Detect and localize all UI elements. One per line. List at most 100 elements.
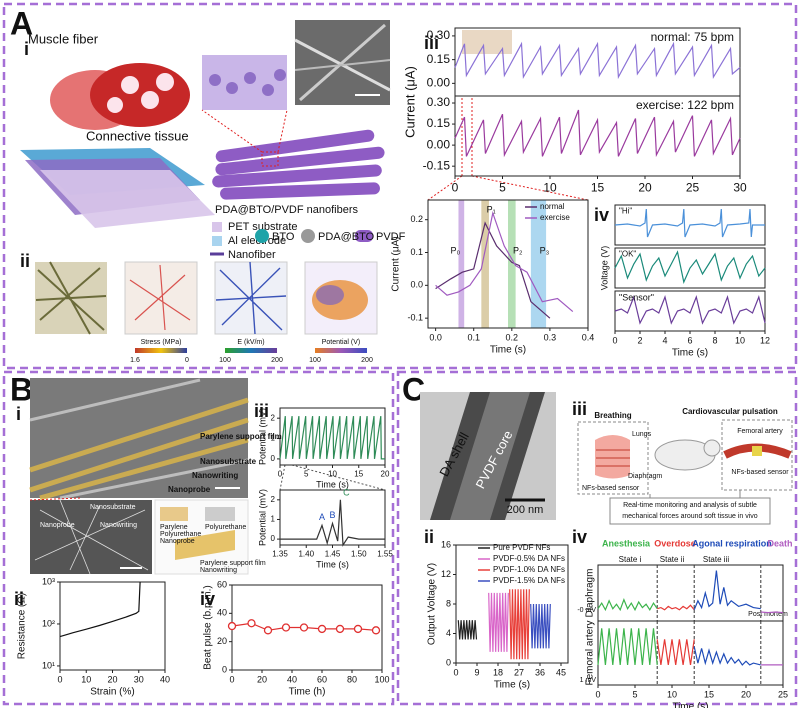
simulation-images	[35, 261, 378, 353]
label: Polyurethane	[205, 524, 246, 531]
y-tick-label: 2	[271, 413, 276, 422]
subpanel-label: ii	[424, 527, 434, 547]
x-tick-label: 5	[499, 181, 506, 195]
x-tick-label: 80	[347, 675, 357, 685]
y-tick-label: -0.1	[407, 313, 423, 323]
label: Nanowriting	[192, 471, 238, 480]
series-line	[693, 646, 761, 666]
panel-border	[396, 370, 798, 706]
x-tick-label: 1.45	[325, 550, 341, 559]
point	[371, 626, 381, 635]
series-line	[454, 41, 741, 80]
series-line	[457, 620, 478, 640]
subpanel-label: i	[16, 404, 21, 424]
caption: Real-time monitoring and analysis of sub…	[623, 502, 757, 509]
y-tick-label: 0.1	[410, 247, 423, 257]
legend-swatch	[212, 236, 222, 246]
x-tick-label: 9	[474, 668, 479, 678]
point	[335, 624, 345, 634]
annotation: normal: 75 bpm	[651, 30, 734, 44]
x-axis-label: Time (s)	[494, 680, 530, 691]
state-label: State ii	[660, 555, 685, 564]
y-tick-label: 2	[271, 495, 276, 504]
y-axis-label: Beat pulse (b.p.m.)	[203, 585, 214, 669]
colorbar-tick: 200	[271, 357, 283, 364]
label: Muscle fiber	[28, 31, 99, 46]
panel-label: C	[402, 371, 425, 407]
zoom-line	[427, 175, 463, 201]
y-tick-label: 0	[222, 664, 227, 674]
subpanel-label: iv	[594, 205, 609, 225]
label: Diaphragm	[628, 473, 662, 480]
band-label: P₂	[513, 246, 523, 256]
band	[458, 200, 465, 328]
subpanel-label: iv	[572, 527, 587, 547]
panel-border	[2, 370, 395, 706]
y-axis-label: Diaphragm	[585, 569, 596, 618]
y-tick-label: 4	[446, 628, 451, 638]
y-tick-label: 0.30	[427, 28, 451, 42]
point	[263, 626, 273, 635]
phase-label: Agonal respiration	[692, 538, 772, 548]
x-tick-label: 0	[229, 675, 234, 685]
peak-label: A	[319, 512, 325, 522]
zoom-line	[291, 464, 386, 491]
series-line	[614, 250, 766, 284]
x-tick-label: 25	[686, 181, 700, 195]
y-axis-label: Potential (mV)	[257, 408, 267, 465]
legend-label: exercise	[540, 213, 570, 222]
y-tick-label: 0.00	[427, 76, 451, 90]
subpanel-label: iii	[424, 33, 439, 53]
y-tick-label: 0	[271, 454, 276, 463]
y-axis-label: Potential (mV)	[257, 489, 267, 546]
x-tick-label: 30	[134, 675, 144, 685]
label: Parylene support film	[200, 560, 266, 567]
x-tick-label: 8	[712, 336, 717, 346]
series-line	[435, 210, 574, 313]
label: NFs-based sensor	[582, 485, 640, 492]
y-axis-label: Current (μA)	[391, 236, 402, 291]
phase-label: Overdose	[654, 538, 696, 548]
panel-border	[2, 2, 798, 370]
x-tick-label: 1.35	[272, 550, 288, 559]
icon	[255, 229, 269, 243]
icon	[355, 230, 373, 242]
scale-label: 1 mV	[580, 677, 597, 684]
x-tick-label: 1.40	[298, 550, 314, 559]
annotation: "OK"	[619, 250, 636, 259]
label: Nanosubstrate	[200, 457, 257, 466]
x-axis-label: Time (s)	[316, 559, 349, 569]
label: PDA@BTO/PVDF nanofibers	[215, 204, 359, 216]
x-axis-label: Time (s)	[490, 345, 526, 356]
caption: mechanical forces around soft tissue in …	[622, 513, 758, 520]
series-line	[454, 109, 741, 158]
y-tick-label: 0.15	[427, 116, 451, 130]
colorbar-title: E (kV/m)	[237, 339, 264, 346]
zoom-line	[279, 464, 286, 491]
y-tick-label: -0.15	[423, 158, 451, 172]
y-tick-label: 0.15	[427, 52, 451, 66]
y-tick-label: 8	[446, 598, 451, 608]
label: Polyurethane	[160, 531, 201, 538]
x-tick-label: 10	[667, 690, 677, 700]
x-tick-label: 0.2	[506, 333, 519, 343]
plot-frame	[427, 199, 589, 329]
y-tick-label: 10³	[42, 576, 55, 586]
series-line	[760, 611, 784, 614]
icon	[301, 229, 315, 243]
schematic	[577, 419, 793, 525]
point	[281, 623, 291, 632]
x-tick-label: 1.50	[351, 550, 367, 559]
series-line	[530, 603, 551, 649]
plot-frame	[597, 620, 784, 686]
label: Cardiovascular pulsation	[682, 407, 778, 416]
colorbar-title: Potential (V)	[322, 339, 361, 346]
nanofiber-illustration	[201, 20, 391, 200]
point	[227, 621, 237, 631]
y-tick-label: 0	[446, 657, 451, 667]
x-tick-label: 25	[778, 690, 788, 700]
y-tick-label: 1	[271, 515, 276, 524]
peak-label: B	[329, 510, 335, 520]
panel-label: B	[10, 371, 33, 407]
